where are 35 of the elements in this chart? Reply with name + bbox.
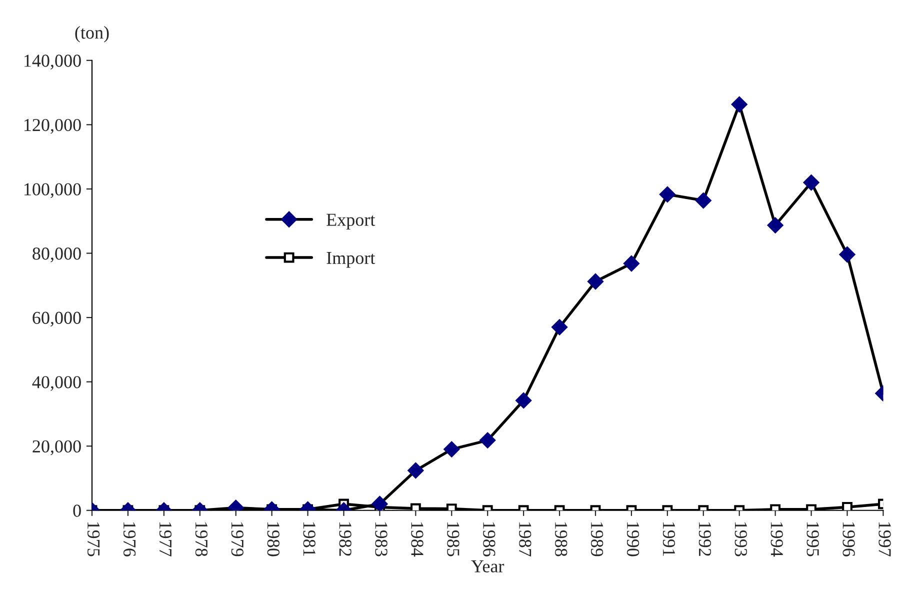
x-tick-label: 1983 — [375, 522, 388, 556]
x-tick-label: 1991 — [662, 522, 676, 556]
y-tick-label: 120,000 — [24, 118, 81, 134]
x-axis-title: Year — [471, 560, 504, 572]
y-tick-label: 20,000 — [32, 440, 81, 456]
x-tick-label: 1975 — [87, 522, 100, 556]
y-tick-label: 60,000 — [32, 312, 81, 327]
x-tick-label: 1984 — [411, 522, 424, 557]
x-tick-label: 1977 — [159, 522, 172, 556]
x-tick-label: 1982 — [339, 522, 352, 556]
y-axis-title: (ton) — [75, 26, 109, 42]
x-tick-label: 1993 — [734, 522, 747, 556]
x-tick-label: 1989 — [590, 522, 604, 556]
y-tick-label: 80,000 — [32, 248, 81, 262]
x-tick-label: 1979 — [231, 522, 244, 556]
x-tick-label: 1981 — [303, 522, 316, 556]
y-tick-label: 40,000 — [32, 376, 81, 391]
x-tick-label: 1985 — [447, 522, 460, 556]
x-tick-label: 1994 — [770, 522, 783, 557]
x-tick-label: 1980 — [267, 522, 280, 556]
x-tick-label: 1996 — [842, 522, 855, 556]
x-tick-label: 1978 — [195, 522, 208, 556]
x-tick-label: 1988 — [555, 522, 568, 556]
x-tick-label: 1997 — [878, 522, 891, 556]
x-tick-label: 1976 — [123, 522, 136, 556]
y-tick-label: 0 — [73, 504, 81, 517]
x-tick-label: 1990 — [626, 522, 640, 556]
x-tick-label: 1992 — [698, 522, 711, 556]
legend-label: Export — [326, 214, 376, 230]
x-tick-label: 1995 — [806, 522, 819, 556]
y-tick-label: 100,000 — [24, 183, 81, 198]
legend-label: Import — [326, 252, 376, 268]
x-tick-label: 1986 — [483, 522, 496, 556]
y-tick-label: 140,000 — [24, 54, 81, 70]
x-tick-label: 1987 — [519, 522, 532, 556]
